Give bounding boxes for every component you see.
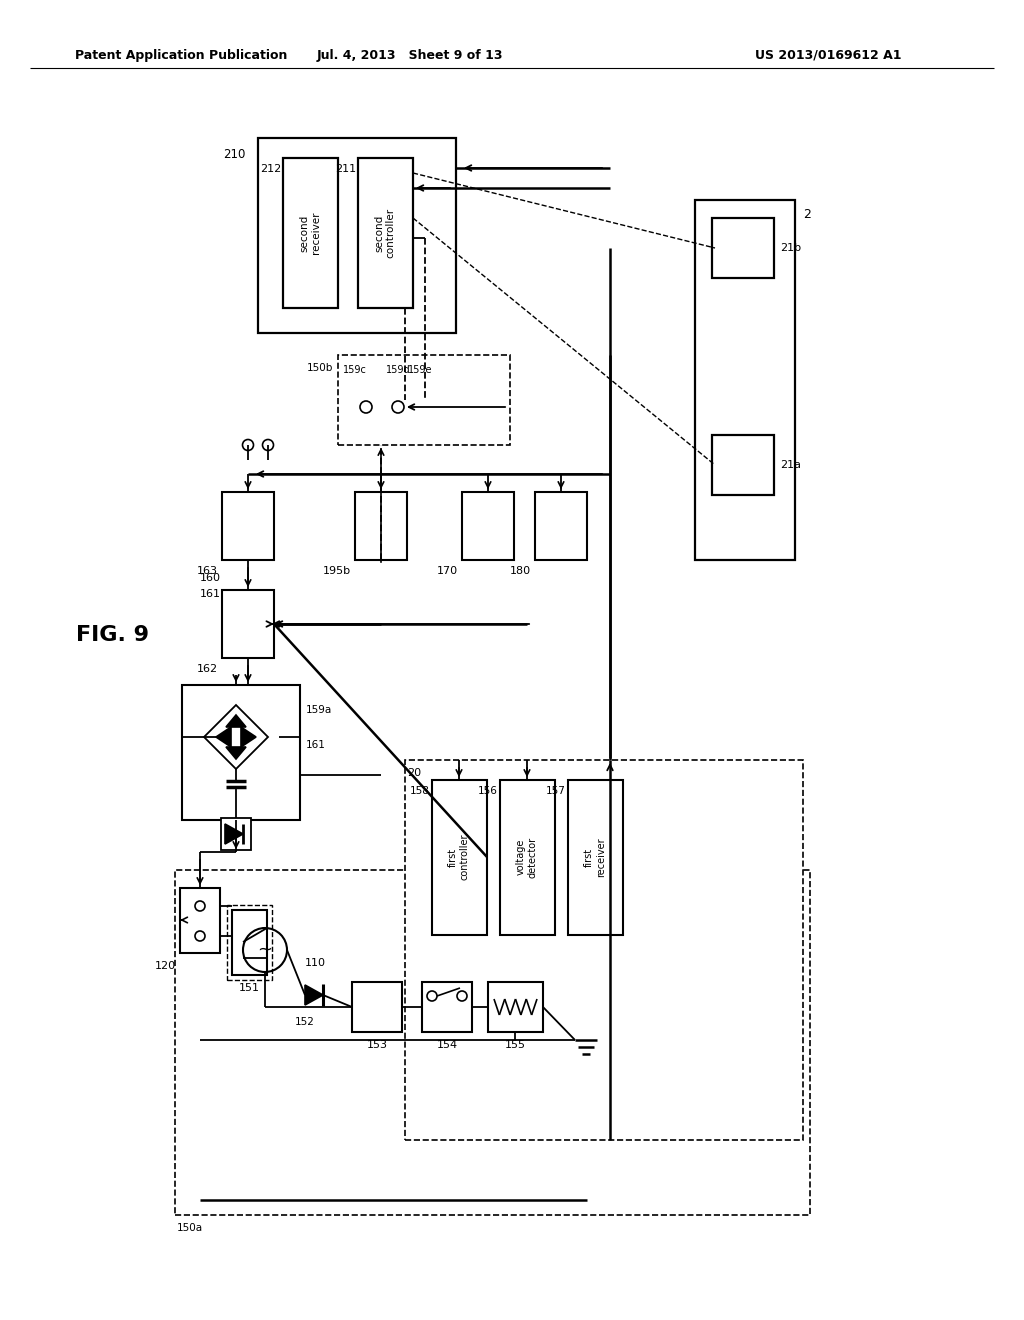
Text: first
receiver: first receiver (585, 837, 606, 876)
Text: 21a: 21a (780, 459, 801, 470)
Polygon shape (226, 715, 246, 727)
Bar (221, 818, 251, 850)
Text: 163: 163 (197, 566, 218, 576)
Text: 159a: 159a (306, 705, 332, 715)
Text: 195b: 195b (323, 566, 351, 576)
Bar (258, 139, 456, 333)
Bar (488, 982, 543, 1032)
Text: second
controller: second controller (374, 209, 396, 259)
Text: FIG. 9: FIG. 9 (76, 624, 148, 645)
Polygon shape (225, 824, 243, 843)
Text: 160: 160 (200, 573, 221, 583)
Text: 159c: 159c (343, 366, 367, 375)
Polygon shape (305, 985, 323, 1005)
Text: 180: 180 (510, 566, 531, 576)
Bar (355, 492, 407, 560)
Text: 170: 170 (437, 566, 458, 576)
Text: first
controller: first controller (449, 834, 470, 880)
Bar (352, 982, 402, 1032)
Text: 151: 151 (239, 983, 259, 993)
Bar (358, 158, 413, 308)
Text: 156: 156 (478, 785, 498, 796)
Bar (222, 590, 274, 657)
Text: 158: 158 (411, 785, 430, 796)
Text: 150b: 150b (306, 363, 333, 374)
Text: Patent Application Publication: Patent Application Publication (75, 49, 288, 62)
Bar (182, 685, 300, 820)
Text: US 2013/0169612 A1: US 2013/0169612 A1 (755, 49, 901, 62)
Bar (462, 492, 514, 560)
Text: voltage
detector: voltage detector (516, 837, 538, 878)
Text: 159d: 159d (386, 366, 411, 375)
Text: 211: 211 (335, 164, 356, 174)
Text: 20: 20 (407, 768, 421, 777)
Text: Jul. 4, 2013   Sheet 9 of 13: Jul. 4, 2013 Sheet 9 of 13 (316, 49, 503, 62)
Bar (535, 492, 587, 560)
Text: 159e: 159e (408, 366, 432, 375)
Polygon shape (226, 747, 246, 759)
Text: 2: 2 (803, 209, 811, 220)
Text: 161: 161 (306, 741, 326, 750)
Bar (227, 906, 272, 979)
Text: 154: 154 (436, 1040, 458, 1049)
Bar (712, 436, 774, 495)
Bar (222, 492, 274, 560)
Bar (432, 780, 487, 935)
Text: 210: 210 (223, 148, 246, 161)
Text: 161: 161 (200, 589, 221, 599)
Bar (695, 201, 795, 560)
Text: 150a: 150a (177, 1224, 203, 1233)
Text: 21b: 21b (780, 243, 801, 253)
Text: 110: 110 (305, 958, 326, 968)
Bar (712, 218, 774, 279)
Bar (175, 870, 810, 1214)
Bar (283, 158, 338, 308)
Bar (500, 780, 555, 935)
Polygon shape (216, 727, 231, 747)
Text: 153: 153 (367, 1040, 387, 1049)
Bar (406, 760, 803, 1140)
Text: 162: 162 (197, 664, 218, 675)
Text: 212: 212 (260, 164, 281, 174)
Bar (568, 780, 623, 935)
Text: ~: ~ (257, 941, 272, 960)
Bar (338, 355, 510, 445)
Polygon shape (241, 727, 256, 747)
Text: 155: 155 (505, 1040, 525, 1049)
Text: 152: 152 (295, 1016, 314, 1027)
Bar (232, 909, 267, 975)
Text: 157: 157 (546, 785, 566, 796)
Bar (422, 982, 472, 1032)
Text: second
receiver: second receiver (299, 211, 321, 255)
Bar (180, 888, 220, 953)
Text: 120: 120 (155, 961, 176, 972)
